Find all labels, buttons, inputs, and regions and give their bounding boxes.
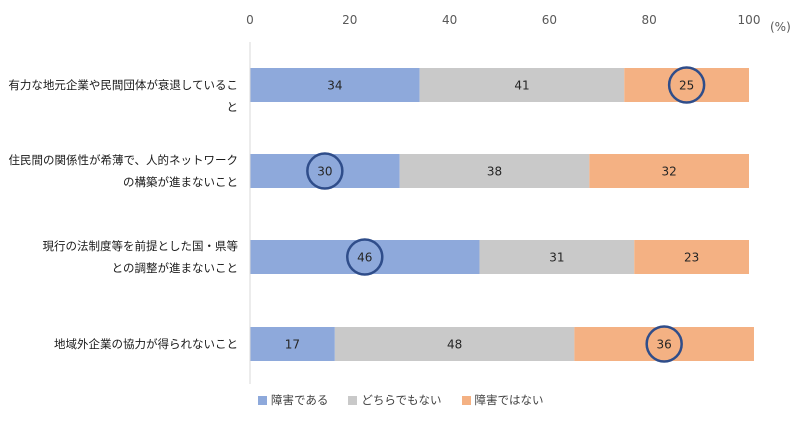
bar-segment xyxy=(589,154,749,188)
legend-label: 障害ではない xyxy=(474,393,544,407)
category-label: 地域外企業の協力が得られないこと xyxy=(0,333,238,355)
x-tick-label: 80 xyxy=(642,13,657,27)
category-label-line: との調整が進まないこと xyxy=(111,261,238,275)
data-label: 17 xyxy=(285,338,300,352)
legend-item: どちらでもない xyxy=(348,392,442,408)
category-label: 有力な地元企業や民間団体が衰退していること xyxy=(0,74,238,118)
legend-item: 障害ではない xyxy=(461,392,544,408)
data-label: 25 xyxy=(679,79,694,93)
unit-label: (%) xyxy=(770,20,791,34)
legend-swatch xyxy=(258,395,267,405)
bar-segment xyxy=(479,240,635,274)
data-label: 23 xyxy=(684,251,699,265)
x-tick-label: 20 xyxy=(342,13,357,27)
category-label-line: 有力な地元企業や民間団体が衰退していること xyxy=(8,78,238,114)
bar-segment xyxy=(399,154,590,188)
data-label: 32 xyxy=(662,165,677,179)
data-label: 36 xyxy=(657,338,672,352)
category-label-line: 住民間の関係性が希薄で、人的ネットワーク xyxy=(8,153,238,167)
category-label: 住民間の関係性が希薄で、人的ネットワークの構築が進まないこと xyxy=(0,149,238,193)
highlight-circle xyxy=(306,152,344,190)
bar-segment xyxy=(250,240,480,274)
data-label: 34 xyxy=(327,79,342,93)
highlight-circle xyxy=(645,325,683,363)
x-tick-label: 100 xyxy=(738,13,761,27)
bar-segment xyxy=(624,68,749,102)
data-label: 48 xyxy=(447,338,462,352)
category-label: 現行の法制度等を前提とした国・県等との調整が進まないこと xyxy=(0,235,239,279)
bar-segment xyxy=(250,154,400,188)
bar-segment xyxy=(634,240,749,274)
x-tick-label: 60 xyxy=(542,13,557,27)
legend-label: どちらでもない xyxy=(361,393,442,407)
category-label-line: 地域外企業の協力が得られないこと xyxy=(54,337,238,351)
highlight-circle xyxy=(346,238,384,276)
data-label: 41 xyxy=(514,79,529,93)
bar-segment xyxy=(419,68,625,102)
bar-segment xyxy=(574,327,754,361)
category-label-line: 現行の法制度等を前提とした国・県等 xyxy=(42,239,239,253)
legend-item: 障害である xyxy=(258,392,328,408)
data-label: 46 xyxy=(357,251,372,265)
legend-label: 障害である xyxy=(271,393,329,407)
category-label-line: の構築が進まないこと xyxy=(123,175,238,189)
legend-swatch xyxy=(461,395,471,405)
data-label: 38 xyxy=(487,165,502,179)
highlight-circle xyxy=(667,66,706,104)
x-tick-label: 0 xyxy=(246,13,254,27)
x-tick-label: 40 xyxy=(442,13,457,27)
bar-segment xyxy=(250,68,420,102)
bar-segment xyxy=(250,327,335,361)
data-label: 30 xyxy=(317,165,332,179)
legend-swatch xyxy=(348,395,358,405)
bar-segment xyxy=(334,327,575,361)
data-label: 31 xyxy=(549,251,564,265)
chart-legend: 障害である どちらでもない 障害ではない xyxy=(258,392,544,408)
